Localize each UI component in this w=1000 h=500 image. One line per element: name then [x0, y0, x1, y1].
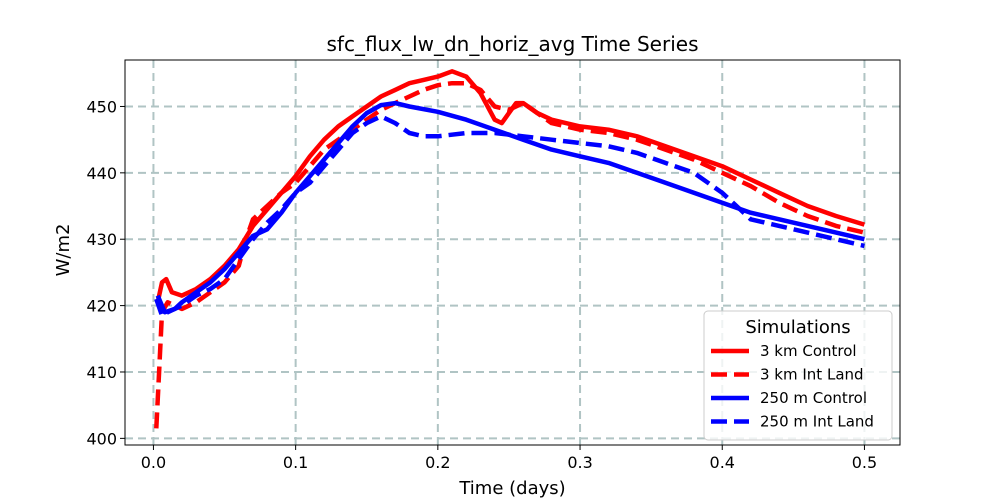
y-tick-label: 450 [86, 97, 117, 116]
legend-title: Simulations [745, 317, 850, 338]
plot-frame [124, 59, 901, 446]
chart-title: sfc_flux_lw_dn_horiz_avg Time Series [327, 32, 699, 56]
legend: Simulations 3 km Control 3 km Int Land 250… [703, 310, 893, 441]
x-tick-label: 0.4 [710, 453, 735, 472]
tick-layer: 0.0 0.1 0.2 0.3 0.4 0.5 400 410 420 430 440 450 [86, 97, 877, 472]
x-axis-label: Time (days) [458, 478, 565, 499]
series-line-3-km-int-land [154, 80, 865, 429]
legend-entries: 3 km Control 3 km Int Land 250 m Control 25… [711, 342, 874, 431]
series-line-250-m-int-land [154, 114, 865, 318]
y-tick-label: 410 [86, 363, 117, 382]
legend-label: 3 km Int Land [760, 366, 864, 384]
x-tick-label: 0.0 [141, 453, 166, 472]
series-layer [154, 69, 866, 429]
legend-box [703, 310, 893, 441]
x-tick-label: 0.3 [567, 453, 592, 472]
x-tick-label: 0.5 [852, 453, 877, 472]
y-tick-label: 440 [86, 164, 117, 183]
x-tick-label: 0.2 [425, 453, 450, 472]
series-line-250-m-control [155, 100, 865, 315]
x-tick-label: 0.1 [283, 453, 308, 472]
y-tick-label: 420 [86, 297, 117, 316]
legend-label: 250 m Int Land [760, 413, 874, 431]
y-tick-label: 430 [86, 230, 117, 249]
legend-label: 250 m Control [760, 389, 867, 407]
y-tick-label: 400 [86, 429, 117, 448]
y-axis-label: W/m2 [53, 224, 74, 277]
legend-label: 3 km Control [760, 342, 857, 360]
